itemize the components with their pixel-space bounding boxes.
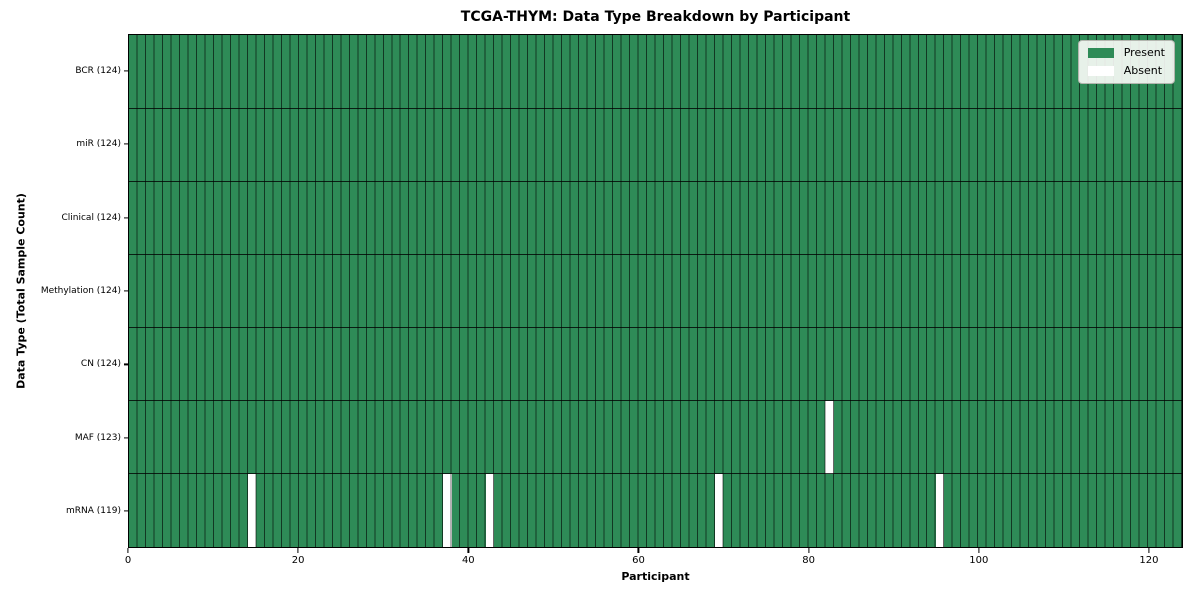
heatmap-row-mRNA bbox=[129, 473, 1182, 547]
x-tick-label-60: 60 bbox=[632, 555, 645, 566]
legend-label-present: Present bbox=[1123, 46, 1165, 59]
y-tick-mark bbox=[123, 70, 128, 72]
y-tick-label-miR: miR (124) bbox=[76, 139, 121, 150]
absent-cell-mRNA-69 bbox=[714, 473, 724, 547]
y-tick-mark bbox=[123, 143, 128, 145]
y-tick-mark bbox=[123, 363, 128, 366]
x-tick-labels: 0 20 40 60 80 100 120 bbox=[124, 555, 1183, 567]
legend-label-absent: Absent bbox=[1123, 64, 1163, 77]
heatmap-row-BCR bbox=[129, 35, 1182, 109]
x-tick-label-40: 40 bbox=[461, 555, 475, 566]
legend-item-present: Present bbox=[1087, 46, 1165, 59]
absent-cell-MAF-82 bbox=[825, 400, 834, 474]
y-tick-mark bbox=[123, 290, 128, 292]
x-tick-mark bbox=[127, 548, 129, 553]
heatmap-row-miR bbox=[129, 108, 1182, 182]
legend-swatch-absent-icon bbox=[1087, 66, 1114, 76]
y-tick-label-CN: CN (124) bbox=[80, 359, 121, 370]
heatmap-row-Clinical bbox=[129, 181, 1182, 255]
x-tick-mark bbox=[297, 548, 299, 553]
absent-cell-mRNA-37 bbox=[443, 473, 452, 547]
y-tick-label-MAF: MAF (123) bbox=[74, 432, 121, 443]
legend: Present Absent bbox=[1077, 40, 1175, 84]
x-tick-mark bbox=[1148, 548, 1150, 553]
heatmap-row-CN bbox=[129, 327, 1182, 401]
heatmap-row-MAF bbox=[129, 400, 1182, 474]
absent-cell-mRNA-95 bbox=[935, 473, 945, 547]
plot-area: Present Absent bbox=[128, 34, 1183, 548]
x-tick-mark bbox=[467, 548, 469, 553]
x-tick-label-80: 80 bbox=[802, 555, 816, 566]
absent-cell-mRNA-14 bbox=[247, 473, 257, 547]
x-tick-label-120: 120 bbox=[1139, 555, 1159, 566]
chart-title: TCGA-THYM: Data Type Breakdown by Partic… bbox=[460, 9, 851, 25]
x-tick-marks bbox=[127, 548, 1183, 554]
y-tick-label-Methylation: Methylation (124) bbox=[40, 286, 121, 296]
y-tick-mark bbox=[123, 510, 128, 512]
x-tick-label-20: 20 bbox=[291, 555, 305, 566]
heatmap-rows bbox=[129, 35, 1182, 547]
x-tick-mark bbox=[808, 548, 810, 553]
legend-item-absent: Absent bbox=[1087, 64, 1165, 77]
x-tick-label-0: 0 bbox=[124, 555, 132, 566]
x-tick-label-100: 100 bbox=[969, 555, 989, 566]
y-tick-label-Clinical: Clinical (124) bbox=[61, 212, 121, 223]
legend-swatch-present-icon bbox=[1087, 48, 1114, 58]
heatmap-row-Methylation bbox=[129, 254, 1182, 328]
x-tick-mark bbox=[637, 548, 640, 553]
y-tick-labels: BCR (124) miR (124) Clinical (124) Methylat… bbox=[0, 34, 121, 548]
y-tick-mark bbox=[123, 437, 128, 439]
absent-cell-mRNA-42 bbox=[485, 473, 495, 547]
x-tick-mark bbox=[978, 548, 980, 553]
y-tick-marks bbox=[123, 34, 128, 548]
y-tick-label-BCR: BCR (124) bbox=[75, 65, 121, 76]
y-tick-mark bbox=[123, 216, 128, 219]
y-tick-label-mRNA: mRNA (119) bbox=[66, 506, 121, 517]
x-axis-label: Participant bbox=[621, 570, 690, 583]
